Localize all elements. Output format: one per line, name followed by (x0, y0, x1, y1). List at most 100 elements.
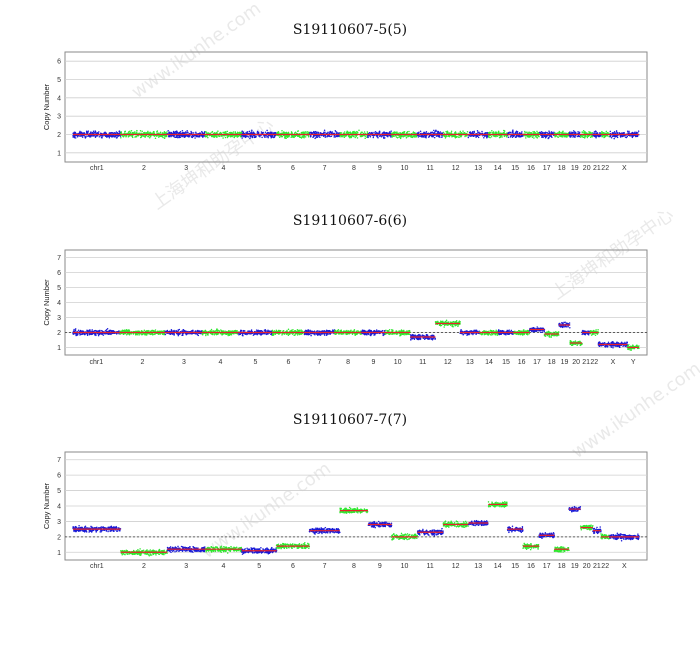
cnv-point (236, 136, 239, 138)
cnv-point (292, 328, 294, 331)
cnv-point (264, 131, 267, 134)
cnv-point (178, 136, 180, 139)
cnv-point (242, 329, 245, 332)
cnv-point (177, 136, 179, 139)
cnv-point (135, 333, 137, 335)
cnv-point (257, 132, 260, 135)
cnv-point (77, 329, 80, 332)
cnv-point (609, 130, 612, 133)
cnv-point (340, 135, 343, 138)
cnv-point (419, 130, 422, 132)
cnv-point (254, 135, 257, 138)
cnv-point (166, 131, 168, 133)
cnv-point (374, 131, 377, 133)
cnv-point (546, 131, 548, 134)
cnv-point (276, 132, 279, 135)
cnv-point (462, 132, 464, 135)
cnv-point (373, 131, 375, 134)
cnv-point (533, 137, 535, 139)
chromosome-label-11: 11 (427, 165, 434, 172)
cnv-point (173, 136, 176, 138)
cnv-point (144, 131, 146, 134)
cnv-point (548, 136, 550, 139)
cnv-point (267, 132, 270, 134)
cnv-point (148, 135, 150, 137)
cnv-point (382, 131, 385, 134)
cnv-point (387, 132, 389, 134)
cnv-point (281, 135, 284, 138)
cnv-point (126, 132, 129, 135)
cnv-point (304, 132, 306, 134)
cnv-point (135, 135, 137, 138)
cnv-point (303, 135, 306, 138)
cnv-point (285, 131, 287, 134)
cnv-point (383, 137, 385, 140)
cnv-point (588, 130, 590, 133)
y-tick-label: 4 (57, 300, 61, 307)
cnv-point (110, 333, 112, 336)
chromosome-label-13: 13 (474, 165, 482, 172)
cnv-point (120, 131, 123, 133)
cnv-point (222, 330, 225, 332)
cnv-point (249, 137, 251, 140)
cnv-point (81, 132, 83, 134)
cnv-point (183, 132, 185, 134)
cnv-point (79, 334, 81, 336)
cnv-point (130, 132, 132, 134)
cnv-point (210, 135, 213, 138)
cnv-point (605, 132, 608, 134)
cnv-point (361, 131, 363, 133)
cnv-point (100, 135, 102, 137)
y-axis-label: Copy Number (42, 83, 51, 130)
cnv-point (109, 132, 111, 134)
cnv-point (214, 136, 216, 138)
cnv-point (168, 135, 170, 138)
cnv-point (549, 135, 552, 137)
cnv-point (277, 130, 280, 133)
cnv-point (372, 136, 375, 139)
cnv-point (264, 329, 267, 331)
cnv-point (469, 131, 472, 133)
cnv-point (582, 136, 585, 138)
cnv-point (151, 132, 153, 135)
chromosome-label-12: 12 (452, 165, 460, 172)
cnv-point (244, 333, 247, 335)
cnv-point (113, 132, 116, 134)
cnv-point (417, 136, 420, 138)
cnv-point (579, 136, 582, 138)
y-tick-label: 7 (57, 255, 61, 262)
cnv-point (128, 135, 130, 138)
plot-frame (64, 51, 648, 163)
cnv-point (164, 333, 167, 336)
cnv-point (482, 135, 484, 137)
cnv-point (270, 136, 272, 139)
cnv-point (218, 135, 221, 138)
cnv-point (253, 333, 255, 336)
cnv-point (541, 136, 543, 138)
cnv-point (152, 333, 154, 336)
cnv-point (184, 132, 186, 134)
cnv-point (201, 131, 204, 134)
cnv-point (494, 131, 497, 133)
cnv-point (205, 131, 208, 133)
cnv-point (145, 334, 148, 336)
cnv-point (259, 136, 261, 138)
cnv-point (315, 136, 317, 139)
cnv-point (232, 131, 235, 133)
cnv-point (481, 130, 483, 133)
cnv-point (516, 132, 518, 135)
cnv-point (408, 130, 410, 133)
cnv-point (403, 131, 405, 133)
cnv-point (120, 136, 122, 139)
cnv-point (114, 134, 117, 137)
cnv-point (298, 330, 300, 332)
y-tick-label: 1 (57, 150, 61, 157)
cnv-point (96, 132, 99, 135)
data-points (72, 319, 640, 352)
cnv-point (217, 130, 219, 132)
cnv-point (231, 330, 234, 332)
chromosome-label-X: X (622, 165, 627, 172)
cnv-point (367, 134, 369, 137)
cnv-point (129, 130, 131, 133)
cnv-point (209, 132, 212, 134)
